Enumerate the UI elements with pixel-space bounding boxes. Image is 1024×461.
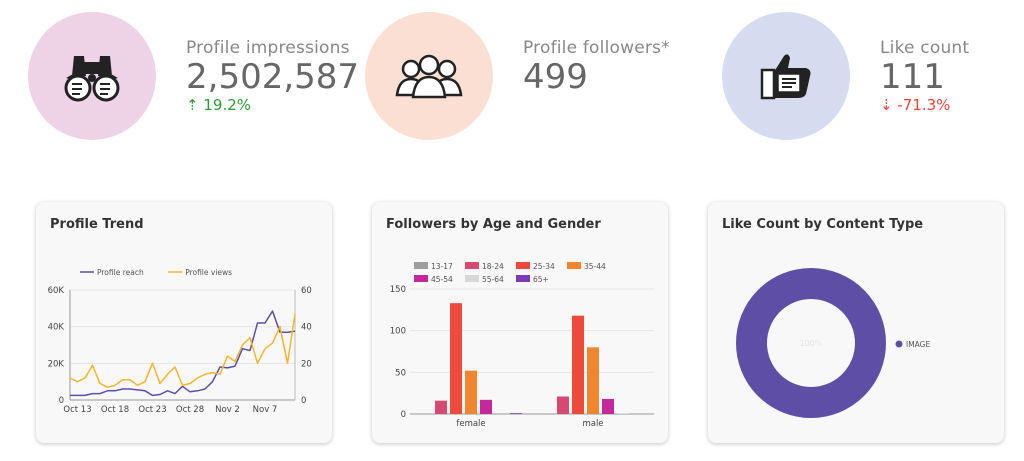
chart-title: Profile Trend (50, 217, 144, 232)
legend-label: Profile reach (97, 268, 144, 277)
kpi-label: Like count (880, 38, 970, 58)
kpi-label: Profile impressions (186, 38, 350, 58)
legend-swatch (516, 275, 530, 282)
y-tick-label: 0 (401, 410, 406, 420)
chart-title: Followers by Age and Gender (386, 217, 601, 232)
donut-slice (736, 268, 886, 418)
arrow-down-icon: ⇣ (880, 96, 893, 114)
y-tick-label-right: 0 (301, 396, 306, 406)
legend-label: IMAGE (906, 340, 930, 349)
y-tick-label: 50 (395, 368, 406, 378)
x-tick-label: Oct 28 (176, 405, 204, 415)
y-tick-label: 150 (390, 285, 406, 295)
kpi-circle (365, 12, 493, 140)
x-tick-label: Oct 18 (101, 405, 129, 415)
legend-label: 13-17 (431, 262, 453, 271)
legend-label: 35-44 (584, 262, 606, 271)
x-tick-label: Oct 13 (63, 405, 91, 415)
kpi-delta: ⇣ -71.3% (880, 96, 969, 114)
legend-swatch (516, 262, 530, 269)
kpi-value: 2,502,587 (186, 57, 360, 97)
series-line (69, 313, 296, 388)
bar (572, 315, 584, 414)
binoculars-icon (64, 56, 120, 102)
kpi-label: Profile followers* (523, 38, 670, 58)
legend-label: 45-54 (431, 275, 453, 284)
kpi-value: 111 (880, 57, 945, 97)
x-tick-label: Nov 2 (215, 405, 240, 415)
legend-swatch (895, 340, 903, 348)
like-count-donut-chart: 100% IMAGE (736, 268, 930, 418)
profile-trend-chart: 0 20K 40K 60K 0 20 40 60 Oct 13 Oct 18 Oct 23 Oct 2… (48, 268, 312, 415)
y-tick-label-left: 0 (59, 396, 64, 406)
legend-swatch (465, 275, 479, 282)
kpi-delta-value: 19.2% (203, 96, 252, 114)
followers-age-gender-card: Followers by Age and Gender 0 50 100 150 fem… (372, 202, 668, 443)
bar (617, 413, 629, 414)
bar (465, 370, 477, 414)
kpi-delta-value: -71.3% (897, 96, 951, 114)
legend-swatch (414, 262, 428, 269)
legend-label: 25-34 (533, 262, 555, 271)
x-tick-label: Oct 23 (138, 405, 166, 415)
bar (450, 303, 462, 414)
series-line (70, 310, 296, 397)
kpi-value: 499 (523, 57, 588, 97)
bar (510, 413, 522, 414)
kpi-circle (722, 12, 850, 140)
legend-label: 18-24 (482, 262, 504, 271)
y-tick-label-left: 60K (48, 286, 65, 296)
legend-label: 55-64 (482, 275, 504, 284)
chart-title: Like Count by Content Type (722, 217, 924, 232)
kpi-circle (28, 12, 156, 140)
thumbs-up-icon (760, 54, 811, 100)
like-count-card: Like Count by Content Type 100% IMAGE (708, 202, 1004, 443)
arrow-up-icon: ⇡ (186, 96, 199, 114)
bar (480, 399, 492, 414)
profile-trend-card: Profile Trend 0 20K 40K 60K 0 20 40 60 Oct 13 Oct… (36, 202, 332, 443)
bar (602, 399, 614, 414)
legend-swatch (414, 275, 428, 282)
x-tick-label: Nov 7 (253, 405, 278, 415)
bar (435, 400, 447, 414)
x-tick-label: male (582, 419, 603, 429)
donut-center-label: 100% (800, 339, 823, 348)
legend-label: 65+ (533, 275, 549, 284)
group-icon (395, 54, 463, 99)
y-tick-label: 100 (390, 327, 406, 337)
followers-age-gender-chart: 0 50 100 150 female male 13-17 18-24 25-34 35-44 4… (390, 262, 654, 429)
y-tick-label-right: 60 (301, 286, 312, 296)
bar (587, 347, 599, 414)
bar (557, 396, 569, 414)
y-tick-label-right: 40 (301, 323, 312, 333)
y-tick-label-right: 20 (301, 359, 312, 369)
legend-swatch (465, 262, 479, 269)
x-tick-label: female (456, 419, 485, 429)
kpi-delta: ⇡ 19.2% (186, 96, 359, 114)
legend-swatch (567, 262, 581, 269)
legend-label: Profile views (185, 268, 232, 277)
y-tick-label-left: 20K (48, 359, 65, 369)
y-tick-label-left: 40K (48, 323, 65, 333)
